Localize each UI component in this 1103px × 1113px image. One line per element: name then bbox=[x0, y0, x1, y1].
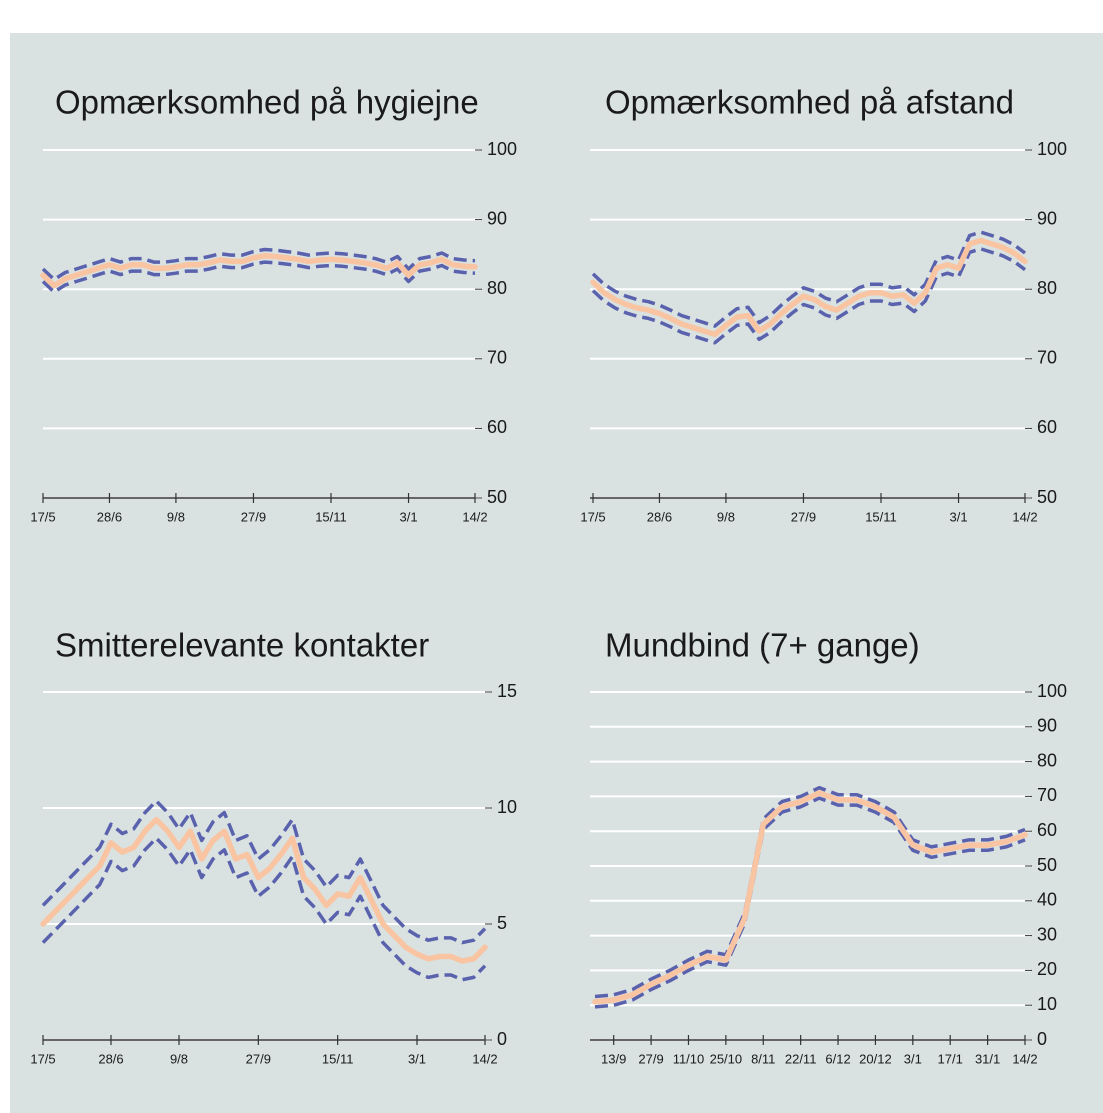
y-tick-label: 50 bbox=[1037, 855, 1057, 875]
interval-line bbox=[41, 247, 476, 282]
panel-background bbox=[10, 33, 1103, 1113]
x-tick-label: 9/8 bbox=[167, 509, 185, 524]
x-tick-label: 14/2 bbox=[462, 509, 487, 524]
y-tick-label: 90 bbox=[1037, 208, 1057, 228]
x-tick-label: 28/6 bbox=[647, 509, 672, 524]
estimate-line bbox=[590, 237, 1028, 338]
interval-line bbox=[41, 260, 476, 294]
y-tick-label: 60 bbox=[487, 417, 507, 437]
x-tick-label: 17/5 bbox=[30, 509, 55, 524]
x-tick-label: 27/9 bbox=[241, 509, 266, 524]
interval-line bbox=[591, 247, 1027, 345]
x-tick-label: 3/1 bbox=[408, 1051, 426, 1066]
x-tick-label: 27/9 bbox=[246, 1051, 271, 1066]
y-tick-label: 60 bbox=[1037, 820, 1057, 840]
x-tick-label: 15/11 bbox=[865, 509, 897, 524]
y-tick-label: 100 bbox=[487, 139, 517, 159]
x-tick-label: 9/8 bbox=[717, 509, 735, 524]
y-tick-label: 50 bbox=[487, 487, 507, 507]
x-tick-label: 17/1 bbox=[938, 1051, 963, 1066]
y-tick-label: 90 bbox=[1037, 716, 1057, 736]
interval-line bbox=[41, 836, 487, 982]
x-tick-label: 3/1 bbox=[949, 509, 967, 524]
chart-title: Smitterelevante kontakter bbox=[55, 627, 429, 664]
y-tick-label: 5 bbox=[497, 913, 507, 933]
chart-title: Opmærksomhed på hygiejne bbox=[55, 84, 479, 121]
y-tick-label: 0 bbox=[497, 1029, 507, 1049]
x-tick-label: 20/12 bbox=[859, 1051, 892, 1066]
chart-title: Opmærksomhed på afstand bbox=[605, 84, 1014, 121]
y-tick-label: 70 bbox=[1037, 348, 1057, 368]
x-tick-label: 6/12 bbox=[825, 1051, 850, 1066]
x-tick-label: 25/10 bbox=[710, 1051, 743, 1066]
interval-line bbox=[41, 799, 487, 945]
chart-title: Mundbind (7+ gange) bbox=[605, 627, 920, 664]
y-tick-label: 80 bbox=[1037, 750, 1057, 770]
x-tick-label: 13/9 bbox=[601, 1051, 626, 1066]
y-tick-label: 80 bbox=[1037, 278, 1057, 298]
y-tick-label: 10 bbox=[497, 797, 517, 817]
interval-line bbox=[594, 785, 1026, 999]
y-tick-label: 70 bbox=[1037, 785, 1057, 805]
x-tick-label: 11/10 bbox=[673, 1051, 705, 1066]
y-tick-label: 20 bbox=[1037, 959, 1057, 979]
interval-line bbox=[591, 230, 1027, 328]
y-tick-label: 30 bbox=[1037, 924, 1057, 944]
x-tick-label: 22/11 bbox=[785, 1051, 817, 1066]
y-tick-label: 50 bbox=[1037, 487, 1057, 507]
y-tick-label: 100 bbox=[1037, 681, 1067, 701]
estimate-line bbox=[40, 816, 488, 964]
y-tick-label: 0 bbox=[1037, 1029, 1047, 1049]
x-tick-label: 27/9 bbox=[791, 509, 816, 524]
x-tick-label: 14/2 bbox=[1012, 509, 1037, 524]
x-tick-label: 14/2 bbox=[472, 1051, 497, 1066]
y-tick-label: 10 bbox=[1037, 994, 1057, 1014]
y-tick-label: 70 bbox=[487, 348, 507, 368]
y-tick-label: 100 bbox=[1037, 139, 1067, 159]
x-tick-label: 15/11 bbox=[315, 509, 347, 524]
estimate-line bbox=[40, 253, 478, 289]
x-tick-label: 27/9 bbox=[638, 1051, 663, 1066]
x-tick-label: 17/5 bbox=[30, 1051, 55, 1066]
x-tick-label: 14/2 bbox=[1012, 1051, 1037, 1066]
y-tick-label: 40 bbox=[1037, 890, 1057, 910]
y-tick-label: 60 bbox=[1037, 417, 1057, 437]
x-tick-label: 3/1 bbox=[399, 509, 417, 524]
x-tick-label: 3/1 bbox=[904, 1051, 922, 1066]
x-tick-label: 28/6 bbox=[98, 1051, 123, 1066]
x-tick-label: 28/6 bbox=[97, 509, 122, 524]
x-tick-label: 8/11 bbox=[751, 1051, 775, 1066]
x-tick-label: 17/5 bbox=[580, 509, 605, 524]
y-tick-label: 90 bbox=[487, 208, 507, 228]
interval-line bbox=[594, 796, 1026, 1009]
x-tick-label: 9/8 bbox=[170, 1051, 188, 1066]
y-tick-label: 15 bbox=[497, 681, 517, 701]
y-tick-label: 80 bbox=[487, 278, 507, 298]
x-tick-label: 15/11 bbox=[322, 1051, 354, 1066]
x-tick-label: 31/1 bbox=[975, 1051, 1000, 1066]
estimate-line bbox=[592, 790, 1028, 1005]
